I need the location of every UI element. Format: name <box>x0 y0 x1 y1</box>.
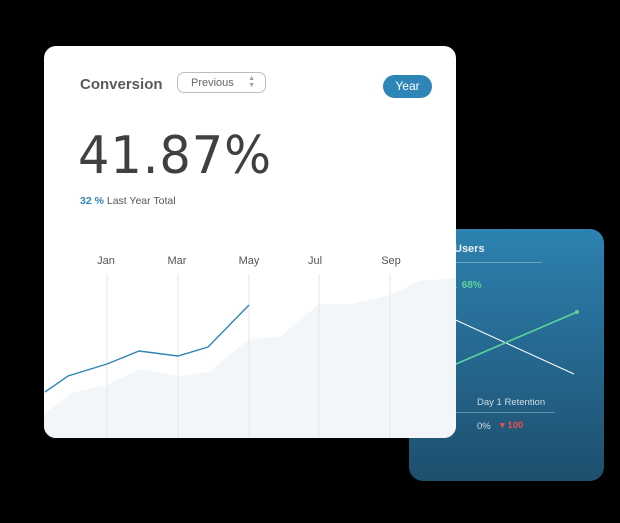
period-select[interactable]: Previous ▲ ▼ <box>177 72 266 93</box>
year-button[interactable]: Year <box>383 75 432 98</box>
last-year-label: Last Year Total <box>103 195 176 207</box>
users-title: Users <box>454 243 485 255</box>
users-chart <box>448 310 579 375</box>
users-stat: ▲ 68% <box>449 280 482 291</box>
last-year-total: 32 % Last Year Total <box>80 195 176 207</box>
month-label: Mar <box>167 255 187 267</box>
retention-delta: ▾ 100 <box>500 420 524 431</box>
divider <box>454 262 542 263</box>
conversion-value: 41.87% <box>78 126 273 186</box>
updown-arrows-icon: ▲ ▼ <box>248 75 255 89</box>
conversion-chart <box>44 274 456 438</box>
retention-value: 0% <box>477 421 491 432</box>
divider <box>454 412 555 413</box>
month-label: Jul <box>307 255 323 267</box>
card-title: Conversion <box>80 76 163 93</box>
conversion-card: Conversion Previous ▲ ▼ Year 41.87% 32 % … <box>44 46 456 438</box>
retention-label: Day 1 Retention <box>477 397 546 408</box>
month-label: Sep <box>381 255 401 267</box>
period-select-value: Previous <box>191 77 234 89</box>
last-year-percent: 32 % <box>80 195 104 207</box>
month-label: Jan <box>97 255 115 267</box>
month-label: May <box>238 255 260 267</box>
